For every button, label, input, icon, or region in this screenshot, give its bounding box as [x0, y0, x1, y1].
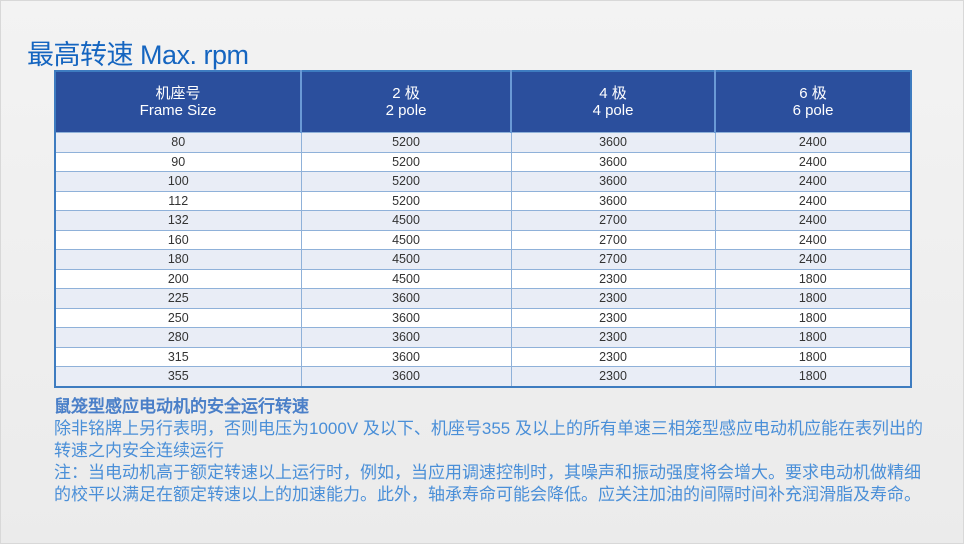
table-cell: 2400: [715, 171, 911, 191]
table-cell: 2400: [715, 151, 911, 172]
table-cell: 200: [55, 268, 302, 289]
table-cell: 3600: [301, 346, 512, 367]
table-cell: 132: [55, 210, 302, 230]
table-row: 225 3600 2300 1800: [55, 288, 911, 308]
table-cell: 3600: [301, 307, 512, 328]
table-cell: 1800: [715, 327, 911, 347]
notes-remark: 注：当电动机高于额定转速以上运行时，例如，当应用调速控制时，其噪声和振动强度将会…: [54, 463, 921, 504]
table-cell: 1800: [715, 366, 911, 387]
table-cell: 4500: [301, 249, 512, 269]
table-cell: 3600: [301, 288, 512, 308]
table-row: 132 4500 2700 2400: [55, 210, 911, 230]
table-row: 80 5200 3600 2400: [55, 132, 911, 152]
table-cell: 2400: [715, 229, 911, 250]
table-cell: 180: [55, 249, 302, 269]
notes-paragraph: 除非铭牌上另行表明，否则电压为1000V 及以下、机座号355 及以上的所有单速…: [54, 419, 923, 460]
table-cell: 2700: [511, 210, 716, 230]
table-cell: 5200: [301, 190, 512, 211]
table-cell: 2300: [511, 346, 716, 367]
table-cell: 112: [55, 190, 302, 211]
table-row: 355 3600 2300 1800: [55, 366, 911, 387]
table-cell: 80: [55, 132, 302, 152]
table-row: 100 5200 3600 2400: [55, 171, 911, 191]
table-cell: 2300: [511, 268, 716, 289]
table-cell: 280: [55, 327, 302, 347]
table-cell: 5200: [301, 171, 512, 191]
table-row: 315 3600 2300 1800: [55, 346, 911, 367]
table-cell: 4500: [301, 268, 512, 289]
table-cell: 2700: [511, 249, 716, 269]
table-row: 112 5200 3600 2400: [55, 190, 911, 211]
table-cell: 100: [55, 171, 302, 191]
table-cell: 1800: [715, 346, 911, 367]
table-row: 250 3600 2300 1800: [55, 307, 911, 328]
table-row: 160 4500 2700 2400: [55, 229, 911, 250]
table-cell: 5200: [301, 132, 512, 152]
table-cell: 2300: [511, 307, 716, 328]
table-cell: 2300: [511, 288, 716, 308]
table-cell: 90: [55, 151, 302, 172]
notes-heading: 鼠笼型感应电动机的安全运行转速: [54, 397, 309, 416]
table-cell: 3600: [301, 327, 512, 347]
table-cell: 160: [55, 229, 302, 250]
header-frame-size: 机座号 Frame Size: [55, 71, 302, 133]
table-cell: 315: [55, 346, 302, 367]
table-cell: 2700: [511, 229, 716, 250]
table-cell: 3600: [301, 366, 512, 387]
table-cell: 3600: [511, 171, 716, 191]
table-cell: 2300: [511, 366, 716, 387]
table-cell: 355: [55, 366, 302, 387]
table-cell: 2300: [511, 327, 716, 347]
table-cell: 250: [55, 307, 302, 328]
table-cell: 2400: [715, 210, 911, 230]
table-row: 90 5200 3600 2400: [55, 151, 911, 172]
table-row: 200 4500 2300 1800: [55, 268, 911, 289]
table-cell: 1800: [715, 307, 911, 328]
table-cell: 4500: [301, 229, 512, 250]
table-cell: 3600: [511, 151, 716, 172]
table-cell: 3600: [511, 132, 716, 152]
table-cell: 4500: [301, 210, 512, 230]
table-cell: 2400: [715, 132, 911, 152]
table-cell: 3600: [511, 190, 716, 211]
table-cell: 1800: [715, 288, 911, 308]
page-title: 最高转速 Max. rpm: [27, 40, 249, 70]
table-cell: 2400: [715, 249, 911, 269]
table-row: 280 3600 2300 1800: [55, 327, 911, 347]
table-cell: 225: [55, 288, 302, 308]
table-cell: 5200: [301, 151, 512, 172]
table-cell: 1800: [715, 268, 911, 289]
table-row: 180 4500 2700 2400: [55, 249, 911, 269]
notes: 鼠笼型感应电动机的安全运行转速 除非铭牌上另行表明，否则电压为1000V 及以下…: [54, 396, 924, 506]
table-cell: 2400: [715, 190, 911, 211]
